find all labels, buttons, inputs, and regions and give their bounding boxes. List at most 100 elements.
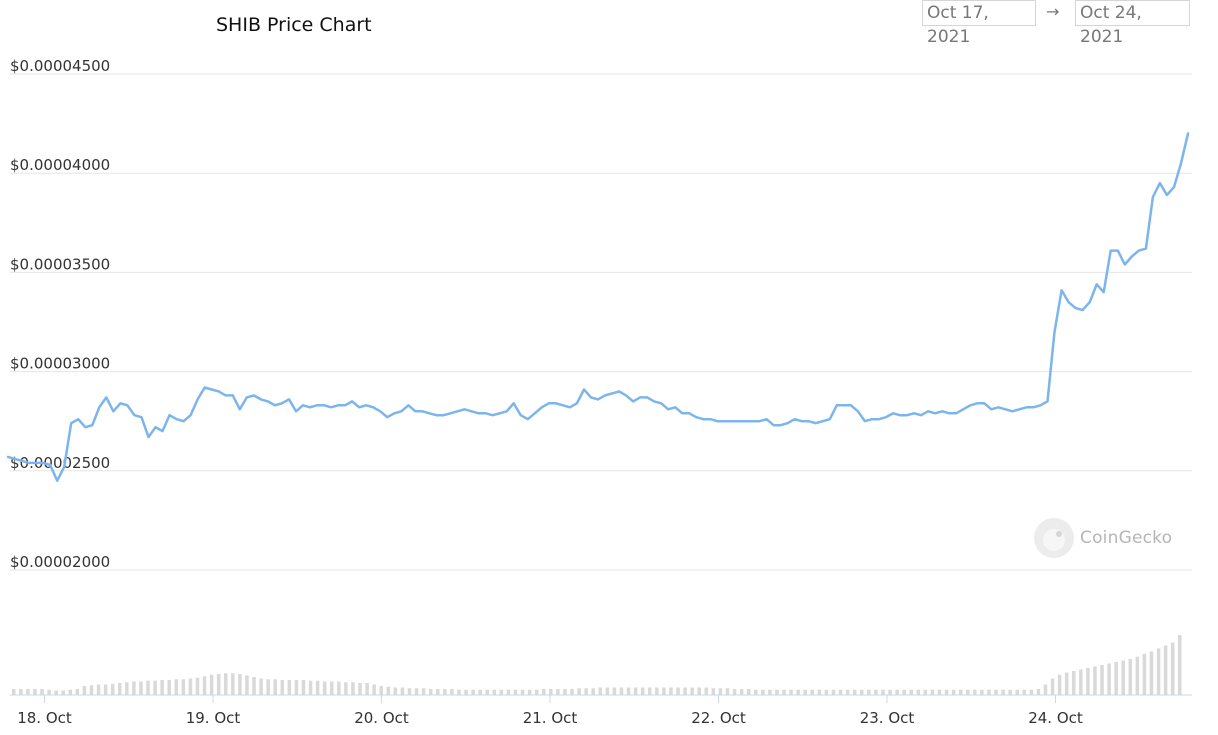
volume-bar [26, 689, 30, 695]
volume-bar [845, 689, 850, 695]
volume-bar [1149, 651, 1154, 695]
volume-bar [662, 687, 666, 695]
volume-bar [89, 685, 94, 695]
volume-bar [987, 689, 991, 695]
volume-bar [110, 683, 115, 695]
volume-bar [209, 674, 214, 695]
volume-bar [1036, 689, 1041, 695]
grid-lines [10, 73, 1192, 571]
volume-bar [527, 689, 532, 695]
volume-bar [485, 689, 489, 695]
volume-bar [640, 687, 645, 695]
volume-bar [761, 689, 765, 695]
range-start-input[interactable]: Oct 17, 2021 [922, 0, 1036, 47]
volume-bar [746, 689, 751, 695]
volume-bar [534, 689, 539, 695]
volume-bar [838, 689, 843, 695]
volume-bar [492, 689, 497, 695]
volume-bar [195, 677, 200, 695]
volume-bar [556, 689, 560, 695]
volume-bar [902, 689, 906, 695]
volume-bar [414, 688, 419, 695]
volume-bar [1178, 635, 1182, 695]
volume-bar [881, 689, 885, 695]
volume-bar [888, 689, 892, 695]
volume-bar [796, 689, 800, 695]
volume-bar [831, 689, 836, 695]
volume-bar [386, 686, 391, 695]
volume-bar [923, 689, 928, 695]
volume-bar [626, 687, 631, 695]
volume-bar [273, 679, 277, 695]
chart-title: SHIB Price Chart [216, 14, 372, 36]
volume-bar [294, 680, 299, 695]
volume-bar [1072, 671, 1076, 695]
volume-bar [1064, 672, 1069, 695]
volume-bar [379, 686, 383, 695]
volume-bar [994, 689, 998, 695]
volume-bar [775, 689, 779, 695]
y-tick-label: $0.00004500 [10, 57, 110, 75]
volume-bar [118, 683, 122, 695]
volume-bar [520, 689, 525, 695]
volume-bar [824, 689, 829, 695]
volume-bar [351, 682, 355, 695]
volume-bar [421, 688, 426, 695]
volume-bar [287, 680, 292, 695]
y-tick-label: $0.00003500 [10, 255, 110, 273]
price-line [6, 132, 1190, 482]
volume-bar [669, 687, 673, 695]
volume-bar [711, 688, 716, 695]
volume-bar [958, 689, 963, 695]
volume-bar [322, 681, 327, 695]
volume-bar [308, 680, 313, 695]
volume-bar [612, 687, 617, 695]
x-tick-label: 24. Oct [1028, 709, 1083, 727]
volume-bar [160, 680, 164, 695]
volume-bar [1008, 689, 1012, 695]
volume-bar [725, 688, 730, 695]
volume-bar [139, 681, 143, 695]
volume-bar [563, 689, 567, 695]
volume-bar [648, 687, 652, 695]
volume-bar [40, 689, 44, 695]
volume-bar [591, 688, 595, 695]
volume-bar [231, 673, 235, 695]
coingecko-logo-icon [1034, 518, 1074, 558]
volume-bar [103, 684, 108, 695]
price-series [6, 132, 1190, 482]
x-tick-label: 21. Oct [523, 709, 578, 727]
volume-bar [930, 689, 935, 695]
x-axis [10, 694, 1192, 703]
volume-bar [549, 689, 553, 695]
volume-bar [1022, 689, 1027, 695]
volume-bar [704, 687, 709, 695]
volume-bar [174, 679, 179, 695]
volume-bar [499, 689, 504, 695]
volume-bar [393, 687, 398, 695]
volume-bar [937, 689, 942, 695]
y-tick-label: $0.00002500 [10, 454, 110, 472]
volume-bar [450, 689, 454, 695]
y-tick-label: $0.00003000 [10, 355, 110, 373]
volume-bar [443, 689, 447, 695]
volume-bar [252, 677, 256, 695]
volume-bar [238, 674, 242, 695]
volume-bar [266, 679, 270, 695]
volume-bar [33, 689, 37, 695]
volume-bar [1135, 656, 1140, 695]
volume-bar [471, 689, 475, 695]
volume-bar [54, 690, 58, 695]
volume-bar [655, 687, 659, 695]
range-end-input[interactable]: Oct 24, 2021 [1075, 0, 1190, 47]
volume-bar [803, 689, 807, 695]
x-tick-label: 22. Oct [691, 709, 746, 727]
volume-bars [12, 635, 1182, 695]
volume-bar [12, 689, 16, 695]
volume-bar [1029, 689, 1034, 695]
x-tick-label: 20. Oct [354, 709, 409, 727]
range-arrow-icon: → [1046, 2, 1060, 21]
volume-bar [1015, 689, 1019, 695]
volume-bar [315, 680, 320, 695]
